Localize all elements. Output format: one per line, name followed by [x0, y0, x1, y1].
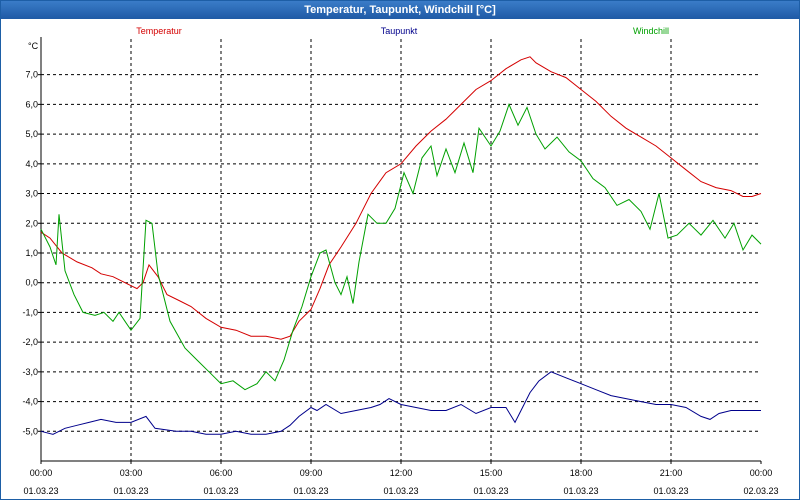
x-tick-time-label: 09:00	[300, 468, 323, 478]
y-tick-label: 0,0	[25, 278, 38, 288]
y-tick-label: 1,0	[25, 248, 38, 258]
y-tick-label: 4,0	[25, 159, 38, 169]
y-tick-label: 3,0	[25, 189, 38, 199]
x-tick-time-label: 00:00	[30, 468, 53, 478]
x-tick-date-label: 01.03.23	[473, 486, 508, 496]
x-tick-date-label: 01.03.23	[23, 486, 58, 496]
line-chart: °C -5,0 -4,0 -3,0 -2,0 -1,0 0,0 1,0 2,0 3,0 4,0 5,…	[22, 26, 778, 496]
x-tick-time-label: 12:00	[390, 468, 413, 478]
series-line-windchill	[40, 103, 762, 391]
x-tick-date-label: 01.03.23	[653, 486, 688, 496]
y-tick-label: -2,0	[22, 337, 38, 347]
x-tick-time-label: 06:00	[210, 468, 233, 478]
y-tick-label: 6,0	[25, 99, 38, 109]
y-tick-label: 7,0	[25, 70, 38, 80]
y-tick-label: 2,0	[25, 218, 38, 228]
legend-temperatur: Temperatur	[136, 26, 182, 36]
y-tick-label: -3,0	[22, 367, 38, 377]
x-tick-time-label: 18:00	[570, 468, 593, 478]
legend-taupunkt: Taupunkt	[381, 26, 418, 36]
series-line-temperatur	[40, 56, 762, 340]
y-axis-label: °C	[28, 41, 39, 51]
chart-title: Temperatur, Taupunkt, Windchill [°C]	[1, 1, 799, 19]
y-tick-label: -5,0	[22, 426, 38, 436]
y-tick-label: -4,0	[22, 397, 38, 407]
x-tick-time-label: 00:00	[750, 468, 773, 478]
x-tick-date-label: 01.03.23	[293, 486, 328, 496]
x-tick-date-label: 02.03.23	[743, 486, 778, 496]
x-tick-time-label: 21:00	[660, 468, 683, 478]
x-tick-date-label: 01.03.23	[383, 486, 418, 496]
x-tick-date-label: 01.03.23	[113, 486, 148, 496]
x-tick-time-label: 15:00	[480, 468, 503, 478]
x-tick-date-label: 01.03.23	[203, 486, 238, 496]
x-tick-time-label: 03:00	[120, 468, 143, 478]
series-line-taupunkt	[40, 371, 761, 435]
x-tick-date-label: 01.03.23	[563, 486, 598, 496]
legend-windchill: Windchill	[633, 26, 669, 36]
y-tick-label: -1,0	[22, 307, 38, 317]
y-tick-label: 5,0	[25, 129, 38, 139]
